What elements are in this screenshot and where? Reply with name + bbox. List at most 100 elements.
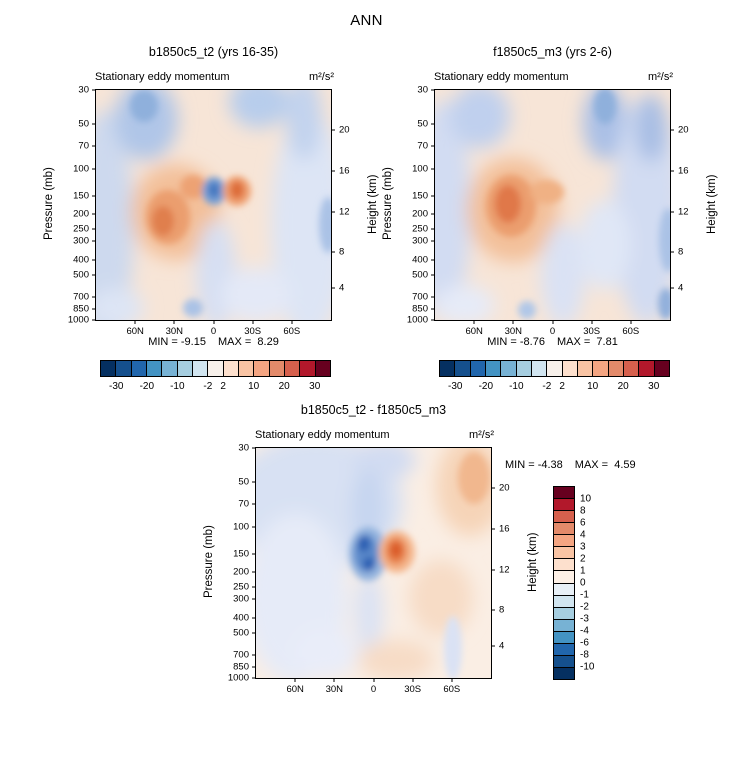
panel-subtitle-row: Stationary eddy momentum m²/s²: [434, 71, 673, 83]
tick-mark-left: [252, 447, 256, 449]
tick-mark-right: [331, 287, 335, 289]
tick-label-right: 12: [678, 206, 689, 218]
tick-mark-right: [670, 287, 674, 289]
colorbar-label: 10: [587, 381, 599, 392]
tick-label-right: 4: [339, 282, 345, 294]
tick-label-bottom: 30N: [504, 326, 523, 337]
colorbar-label: -2: [203, 381, 213, 392]
tick-mark-left: [431, 123, 435, 124]
colorbar-cell: [554, 558, 574, 571]
tick-mark-bottom: [552, 320, 553, 324]
tick-label-left: 70: [78, 139, 89, 151]
colorbar-cell: [253, 361, 269, 376]
contour-field-svg: [435, 90, 670, 320]
panel-units: m²/s²: [468, 429, 494, 441]
tick-mark-bottom: [630, 320, 632, 324]
colorbar-label: -10: [580, 661, 595, 673]
tick-label-left: 250: [412, 223, 428, 235]
colorbar-cell: [554, 666, 574, 679]
colorbar-cell: [554, 546, 574, 559]
tick-label-left: 400: [412, 254, 428, 266]
colorbar-label: -2: [580, 601, 589, 613]
tick-mark-right: [491, 609, 495, 611]
colorbar-cell: [469, 361, 485, 376]
colorbar-cell: [607, 361, 623, 376]
tick-mark-left: [252, 586, 256, 588]
tick-label-bottom: 0: [549, 326, 556, 337]
tick-mark-bottom: [291, 320, 293, 324]
tick-label-left: 700: [412, 290, 428, 302]
contour-plot: 30 50 70 100 150 200 250 300 400 500 700 850 1000 20 1…: [68, 85, 350, 336]
tick-mark-left: [252, 654, 256, 656]
colorbar-cell: [161, 361, 177, 376]
tick-mark-right: [491, 528, 495, 530]
tick-label-right: 12: [499, 564, 510, 576]
tick-mark-left: [431, 89, 435, 91]
tick-mark-bottom: [134, 320, 136, 324]
colorbar-cell: [554, 630, 574, 643]
tick-label-left: 1000: [227, 672, 249, 684]
colorbar-horizontal: -30 -20 -10 -2 2 10 20 30: [100, 360, 331, 392]
tick-label-left: 250: [233, 581, 249, 593]
colorbar-label: -30: [448, 381, 463, 392]
tick-mark-right: [491, 487, 495, 489]
tick-mark-bottom: [333, 678, 335, 682]
height-axis-label: Height (km): [527, 532, 539, 592]
tick-mark-bottom: [294, 678, 296, 682]
tick-label-left: 500: [412, 268, 428, 280]
tick-mark-left: [431, 296, 435, 298]
tick-mark-left: [431, 259, 435, 261]
tick-label-right: 8: [678, 246, 684, 258]
colorbar-label: 3: [580, 541, 586, 553]
contour-plot: 30 50 70 100 150 200 250 300 400 500 700 850 1000 20 1…: [407, 85, 689, 336]
tick-mark-left: [431, 308, 435, 310]
tick-label-left: 50: [78, 117, 89, 129]
tick-mark-left: [92, 195, 96, 197]
panel-subtitle: Stationary eddy momentum: [255, 429, 390, 441]
colorbar-cell: [561, 361, 577, 376]
pressure-axis-label: Pressure (mb): [203, 525, 215, 599]
tick-mark-left: [252, 571, 256, 573]
tick-mark-bottom: [473, 320, 475, 324]
tick-mark-left: [92, 259, 96, 261]
tick-mark-bottom: [213, 320, 214, 324]
tick-label-left: 200: [412, 208, 428, 220]
colorbar-cell: [554, 642, 574, 655]
tick-label-bottom: 60N: [465, 326, 483, 337]
tick-mark-left: [252, 677, 256, 679]
max-value: MAX = 7.81: [556, 336, 618, 348]
tick-label-right: 16: [339, 165, 350, 177]
tick-mark-bottom: [252, 320, 254, 324]
colorbar-cell: [314, 361, 330, 376]
tick-mark-left: [252, 526, 256, 528]
tick-mark-right: [331, 129, 335, 131]
colorbar-cell: [500, 361, 516, 376]
tick-label-left: 400: [73, 254, 89, 266]
tick-label-right: 4: [678, 282, 684, 294]
panel-title: b1850c5_t2 - f1850c5_m3: [300, 403, 447, 417]
tick-mark-bottom: [173, 320, 175, 324]
colorbar-horizontal: -30 -20 -10 -2 2 10 20 30: [439, 360, 670, 392]
colorbar-cell: [554, 570, 574, 583]
height-axis-label: Height (km): [706, 174, 718, 234]
tick-mark-left: [92, 145, 96, 147]
tick-label-left: 30: [78, 84, 89, 96]
panel-case2: f1850c5_m3 (yrs 2-6) Stationary eddy mom…: [369, 45, 724, 395]
colorbar-label: -30: [109, 381, 124, 392]
tick-mark-left: [431, 145, 435, 147]
tick-mark-left: [92, 168, 96, 170]
tick-label-right: 20: [678, 124, 689, 136]
colorbar-label: 6: [580, 517, 586, 529]
tick-mark-right: [670, 170, 674, 172]
tick-label-right: 20: [499, 482, 510, 494]
colorbar-cell: [638, 361, 654, 376]
tick-label-left: 100: [412, 163, 428, 175]
colorbar-label: -20: [139, 381, 155, 392]
tick-label-right: 8: [339, 246, 345, 258]
colorbar-cell: [268, 361, 284, 376]
panel-subtitle: Stationary eddy momentum: [434, 71, 569, 83]
tick-mark-right: [491, 569, 495, 571]
tick-label-left: 250: [73, 223, 89, 235]
tick-mark-right: [670, 211, 674, 213]
colorbar-label: 30: [309, 381, 321, 392]
